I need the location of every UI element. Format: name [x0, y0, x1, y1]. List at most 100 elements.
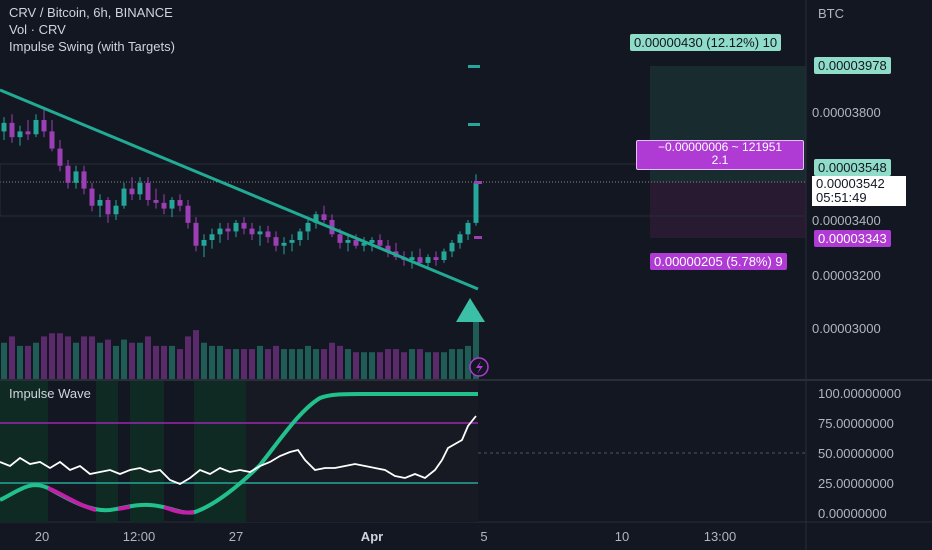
candle-body[interactable] — [105, 200, 111, 215]
volume-bar — [329, 342, 335, 380]
volume-bar — [361, 352, 367, 380]
candle-body[interactable] — [145, 182, 151, 200]
osc-label-50: 50.00000000 — [818, 446, 894, 461]
candle-body[interactable] — [73, 171, 79, 183]
candle-body[interactable] — [257, 231, 263, 235]
volume-bar — [377, 352, 383, 380]
stop-diff-tag[interactable]: 0.00000205 (5.78%) 9 — [650, 253, 787, 270]
candle-body[interactable] — [305, 222, 311, 232]
volume-bar — [185, 336, 191, 380]
price-label-3800: 0.00003800 — [812, 105, 881, 120]
osc-label-75: 75.00000000 — [818, 416, 894, 431]
osc-fast-line — [0, 415, 477, 486]
candle-body[interactable] — [249, 228, 255, 235]
candle-body[interactable] — [1, 122, 7, 132]
candle-body[interactable] — [433, 257, 439, 260]
candle-body[interactable] — [473, 182, 479, 223]
candle-body[interactable] — [201, 240, 207, 246]
candle-body[interactable] — [265, 231, 271, 238]
candle-body[interactable] — [241, 222, 247, 229]
target-up-tag[interactable]: 0.00000430 (12.12%) 10 — [630, 34, 782, 51]
candle-body[interactable] — [9, 122, 15, 138]
candle-body[interactable] — [121, 188, 127, 206]
candle-body[interactable] — [161, 202, 167, 209]
candle-body[interactable] — [193, 222, 199, 246]
candle-body[interactable] — [409, 257, 415, 260]
candle-body[interactable] — [129, 188, 135, 195]
candle-body[interactable] — [441, 251, 447, 260]
volume-bar — [153, 345, 159, 380]
candle-body[interactable] — [337, 234, 343, 243]
swing-indicator-label[interactable]: Impulse Swing (with Targets) — [9, 39, 175, 54]
volume-indicator-label[interactable]: Vol · CRV — [9, 22, 66, 37]
volume-bar — [249, 349, 255, 380]
volume-bar — [353, 352, 359, 380]
candle-body[interactable] — [217, 228, 223, 235]
candle-body[interactable] — [225, 228, 231, 232]
candle-body[interactable] — [57, 148, 63, 166]
candle-body[interactable] — [361, 242, 367, 246]
candle-body[interactable] — [345, 240, 351, 243]
target-marker-2 — [468, 123, 480, 126]
candle-body[interactable] — [33, 120, 39, 135]
target-price-tag: 0.00003978 — [814, 57, 891, 74]
last-price-value: 0.00003542 — [816, 176, 885, 191]
volume-bar — [81, 336, 87, 380]
candle-body[interactable] — [65, 165, 71, 183]
candle-body[interactable] — [449, 242, 455, 252]
candle-body[interactable] — [465, 222, 471, 235]
volume-bar — [425, 352, 431, 380]
risk-reward-box[interactable]: −0.00000006 ~ 121951 2.1 — [636, 140, 804, 170]
volume-bar — [1, 342, 7, 380]
candle-body[interactable] — [89, 188, 95, 206]
volume-bar — [457, 349, 463, 380]
candle-body[interactable] — [113, 205, 119, 215]
candle-body[interactable] — [49, 131, 55, 149]
candle-body[interactable] — [457, 234, 463, 243]
candle-body[interactable] — [377, 240, 383, 246]
candle-body[interactable] — [209, 234, 215, 240]
oscillator-title[interactable]: Impulse Wave — [9, 386, 91, 401]
candle-body[interactable] — [137, 182, 143, 195]
trendline[interactable] — [0, 88, 479, 291]
osc-label-0: 0.00000000 — [818, 506, 887, 521]
symbol-title[interactable]: CRV / Bitcoin, 6h, BINANCE — [9, 5, 173, 20]
target-marker-1 — [468, 65, 480, 68]
candle-body[interactable] — [177, 200, 183, 206]
volume-bar — [393, 349, 399, 380]
candle-body[interactable] — [289, 240, 295, 243]
candle-body[interactable] — [17, 131, 23, 138]
volume-bar — [25, 345, 31, 380]
candle-body[interactable] — [185, 205, 191, 223]
candle-body[interactable] — [385, 245, 391, 252]
candle-body[interactable] — [169, 200, 175, 209]
volume-bar — [297, 349, 303, 380]
candle-body[interactable] — [321, 214, 327, 220]
volume-bar — [217, 345, 223, 380]
time-label-20: 20 — [34, 529, 50, 544]
last-price-tag: 0.00003542 05:51:49 — [812, 176, 906, 206]
osc-label-25: 25.00000000 — [818, 476, 894, 491]
candle-body[interactable] — [97, 200, 103, 206]
candle-body[interactable] — [25, 131, 31, 135]
candle-body[interactable] — [425, 257, 431, 263]
candle-body[interactable] — [153, 200, 159, 203]
candle-body[interactable] — [353, 240, 359, 246]
candle-body[interactable] — [417, 257, 423, 263]
osc-slow-magenta-1 — [47, 486, 97, 512]
candle-body[interactable] — [41, 120, 47, 132]
target-marker-3 — [474, 181, 482, 184]
candle-body[interactable] — [81, 171, 87, 189]
price-label-3200: 0.00003200 — [812, 268, 881, 283]
candle-body[interactable] — [313, 214, 319, 223]
candle-body[interactable] — [281, 242, 287, 246]
volume-bar — [209, 345, 215, 380]
volume-bar — [193, 330, 199, 380]
volume-bar — [233, 349, 239, 380]
candle-body[interactable] — [369, 240, 375, 243]
candle-body[interactable] — [297, 231, 303, 240]
candle-body[interactable] — [233, 222, 239, 232]
stop-price-tag: 0.00003343 — [814, 230, 891, 247]
candle-body[interactable] — [273, 237, 279, 246]
